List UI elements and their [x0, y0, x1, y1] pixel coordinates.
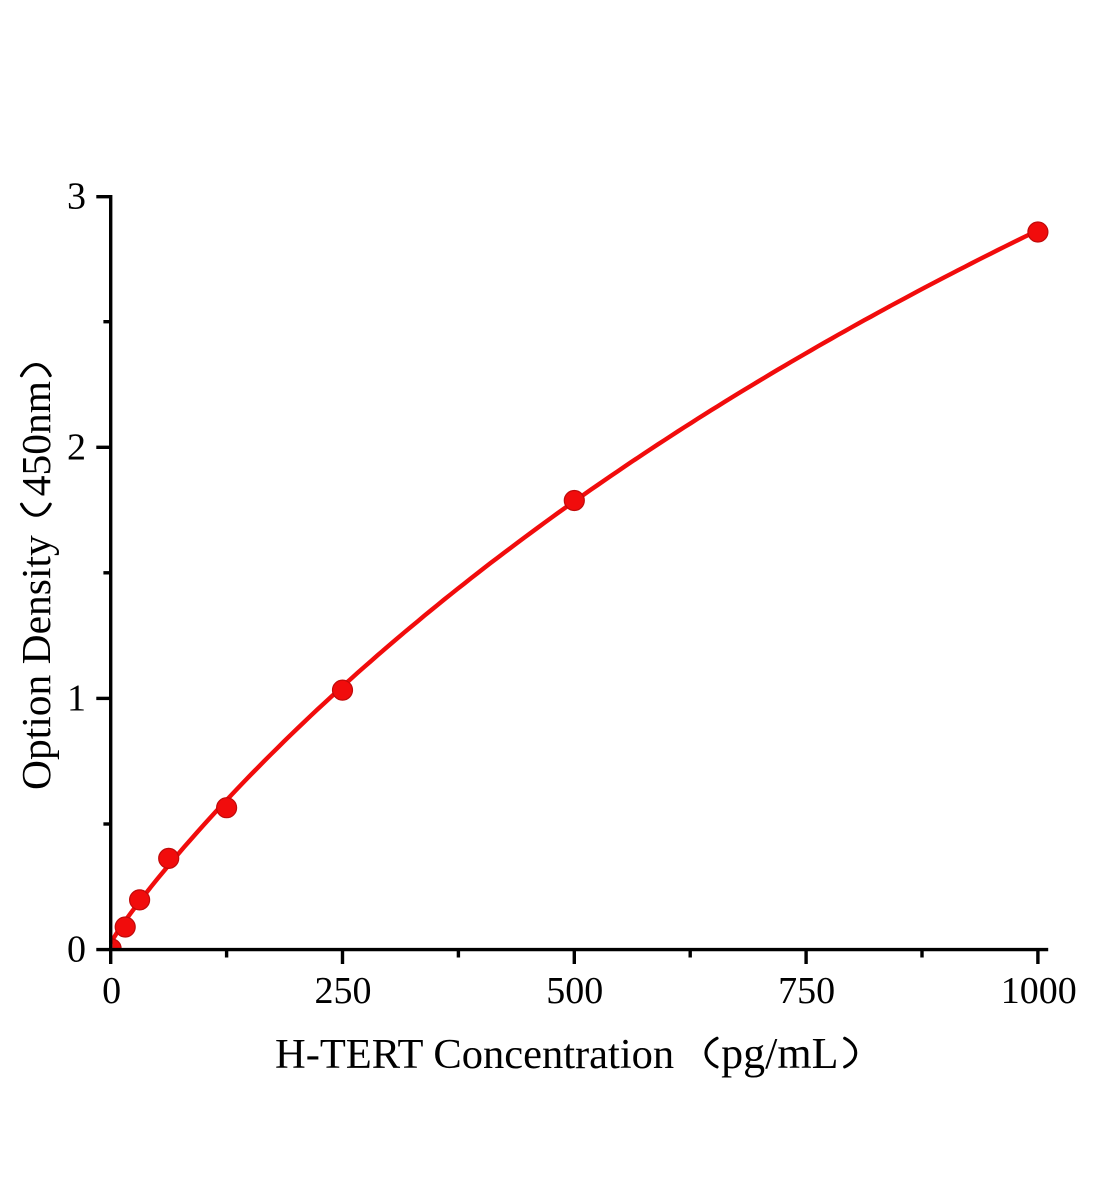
svg-text:1: 1	[67, 677, 86, 719]
svg-text:2: 2	[67, 426, 86, 468]
svg-text:0: 0	[67, 929, 86, 971]
svg-text:3: 3	[67, 176, 86, 218]
svg-text:Option Density450nm: Option Density450nm	[13, 381, 59, 790]
svg-text:250: 250	[315, 970, 372, 1012]
svg-text:1000: 1000	[1001, 970, 1077, 1012]
svg-text:0: 0	[102, 970, 121, 1012]
svg-text:750: 750	[778, 970, 835, 1012]
svg-text:500: 500	[546, 970, 603, 1012]
